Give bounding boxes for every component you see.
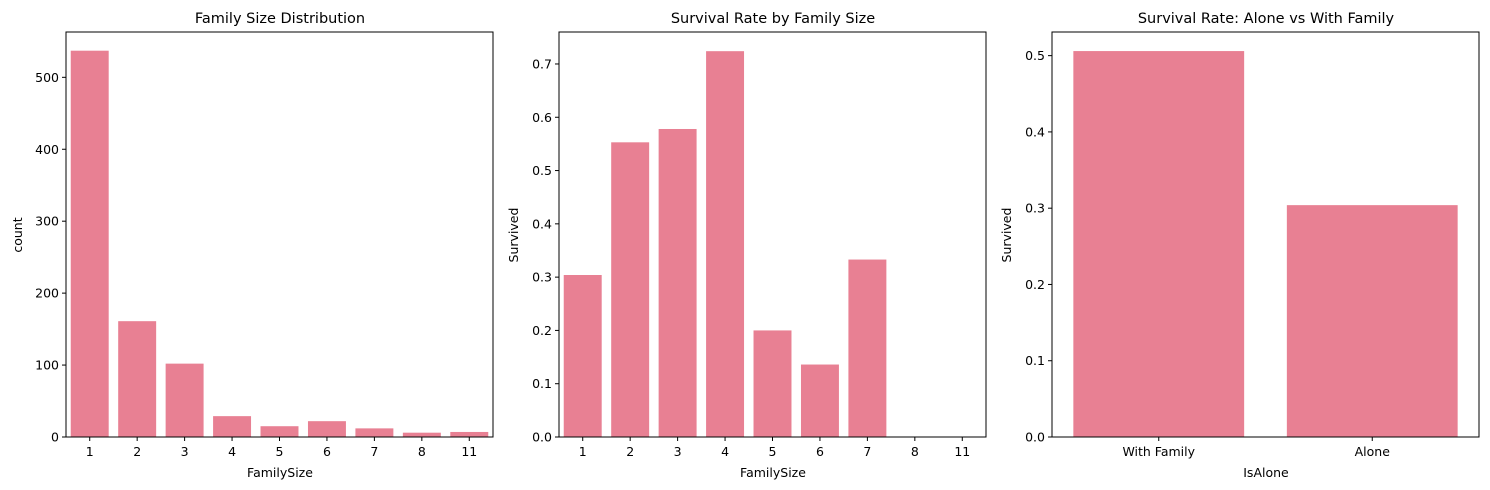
bar-alone: [1286, 205, 1458, 437]
y-tick-label: 0.2: [532, 323, 552, 338]
x-tick-label: 3: [181, 444, 189, 459]
x-tick-label: 2: [626, 444, 634, 459]
plot-frame: [1051, 31, 1480, 438]
x-axis-label: FamilySize: [740, 465, 806, 480]
x-tick-label: 11: [954, 444, 970, 459]
bar-8: [402, 432, 441, 437]
y-tick-label: 200: [35, 286, 59, 301]
bar-7: [355, 428, 394, 437]
y-axis-label: Survived: [506, 208, 521, 263]
y-tick-label: 0.3: [532, 270, 552, 285]
chart-title: Family Size Distribution: [195, 11, 365, 27]
x-tick-label: With Family: [1122, 444, 1195, 459]
y-tick-label: 0.7: [532, 56, 552, 71]
y-tick-label: 300: [35, 214, 59, 229]
bar-6: [800, 364, 839, 437]
bar-4: [706, 51, 745, 438]
bar-4: [213, 416, 252, 437]
y-tick-label: 400: [35, 142, 59, 157]
x-tick-label: 8: [418, 444, 426, 459]
chart-title: Survival Rate: Alone vs With Family: [1138, 11, 1395, 27]
bar-5: [753, 330, 792, 437]
y-tick-label: 100: [35, 358, 59, 373]
x-tick-label: 7: [863, 444, 871, 459]
y-axis-label: count: [10, 217, 25, 252]
bar-7: [848, 259, 887, 437]
y-tick-label: 0.1: [532, 376, 552, 391]
bar-3: [658, 128, 697, 438]
x-tick-label: 11: [461, 444, 477, 459]
x-tick-label: 5: [276, 444, 284, 459]
y-tick-label: 0.0: [1025, 430, 1045, 445]
x-tick-label: 6: [816, 444, 824, 459]
y-tick-label: 0: [51, 430, 59, 445]
x-tick-label: 1: [86, 444, 94, 459]
y-tick-label: 0.3: [1025, 201, 1045, 216]
bar-3: [165, 363, 204, 437]
plot-frame: [558, 31, 987, 438]
y-axis-label: Survived: [999, 208, 1014, 263]
bar-5: [260, 426, 299, 437]
y-tick-label: 0.4: [532, 216, 552, 231]
y-tick-label: 0.4: [1025, 124, 1045, 139]
y-tick-label: 0.0: [532, 430, 552, 445]
x-tick-label: 5: [769, 444, 777, 459]
bar-11: [450, 431, 489, 437]
x-tick-label: Alone: [1355, 444, 1391, 459]
chart-survival-rate-by-family-size: Survival Rate by Family Size FamilySize …: [506, 11, 987, 480]
bar-1: [563, 275, 602, 437]
y-tick-label: 0.5: [532, 163, 552, 178]
chart-survival-rate-alone-vs-family: Survival Rate: Alone vs With Family IsAl…: [999, 11, 1480, 480]
x-tick-label: 1: [579, 444, 587, 459]
x-tick-label: 7: [370, 444, 378, 459]
x-tick-label: 4: [228, 444, 236, 459]
x-axis-label: FamilySize: [247, 465, 313, 480]
y-tick-label: 500: [35, 70, 59, 85]
chart-family-size-distribution: Family Size Distribution FamilySize coun…: [10, 11, 494, 480]
y-tick-label: 0.6: [532, 110, 552, 125]
x-axis-label: IsAlone: [1243, 465, 1289, 480]
bar-2: [611, 142, 650, 437]
x-tick-label: 4: [721, 444, 729, 459]
x-tick-label: 2: [133, 444, 141, 459]
bar-1: [70, 50, 109, 437]
y-tick-label: 0.2: [1025, 277, 1045, 292]
plot-frame: [65, 31, 494, 438]
bar-2: [118, 321, 157, 437]
chart-title: Survival Rate by Family Size: [671, 11, 875, 27]
x-tick-label: 3: [674, 444, 682, 459]
x-tick-label: 6: [323, 444, 331, 459]
bar-6: [307, 421, 346, 437]
bar-with-family: [1073, 51, 1245, 437]
y-tick-label: 0.5: [1025, 48, 1045, 63]
x-tick-label: 8: [911, 444, 919, 459]
y-tick-label: 0.1: [1025, 353, 1045, 368]
